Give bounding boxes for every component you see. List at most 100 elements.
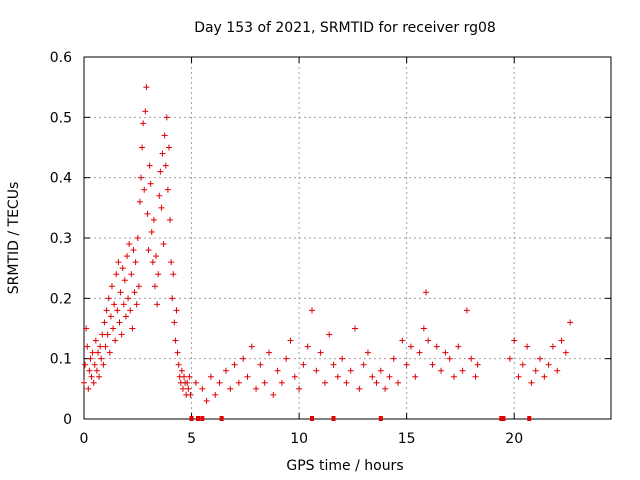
data-point	[85, 385, 92, 392]
data-point	[364, 349, 371, 356]
data-gap-marker	[310, 416, 315, 421]
data-point	[474, 361, 481, 368]
data-point	[356, 385, 363, 392]
data-point	[162, 162, 169, 169]
data-point	[373, 379, 380, 386]
data-point	[83, 325, 90, 332]
data-point	[207, 373, 214, 380]
data-point	[120, 301, 127, 308]
data-point	[423, 289, 430, 296]
data-point	[248, 343, 255, 350]
data-point	[89, 349, 96, 356]
data-point	[184, 379, 191, 386]
data-point	[98, 355, 105, 362]
data-point	[103, 307, 110, 314]
data-point	[562, 349, 569, 356]
data-point	[87, 355, 94, 362]
data-point	[129, 325, 136, 332]
data-point	[141, 186, 148, 193]
data-gap-marker	[331, 416, 336, 421]
data-point	[352, 325, 359, 332]
data-point	[171, 319, 178, 326]
data-point	[150, 216, 157, 223]
data-point	[450, 373, 457, 380]
data-point	[407, 343, 414, 350]
data-point	[168, 259, 175, 266]
y-tick-label: 0.3	[50, 231, 72, 247]
data-point	[313, 367, 320, 374]
data-point	[179, 385, 186, 392]
data-point	[330, 361, 337, 368]
data-point	[138, 174, 145, 181]
data-point	[113, 271, 120, 278]
data-point	[178, 367, 185, 374]
data-gap-markers	[189, 416, 532, 421]
grid	[84, 57, 611, 419]
data-point	[154, 301, 161, 308]
data-point	[175, 361, 182, 368]
data-point	[199, 385, 206, 392]
data-point	[155, 271, 162, 278]
data-point	[96, 373, 103, 380]
data-gap-marker	[196, 416, 201, 421]
data-point	[278, 379, 285, 386]
data-point	[94, 349, 101, 356]
data-point	[100, 361, 107, 368]
data-point	[106, 349, 113, 356]
data-point	[537, 355, 544, 362]
data-point	[167, 216, 174, 223]
data-point	[170, 271, 177, 278]
data-point	[127, 307, 134, 314]
x-tick-label: 5	[187, 431, 196, 447]
data-gap-marker	[378, 416, 383, 421]
data-point	[88, 373, 95, 380]
data-point	[270, 391, 277, 398]
data-point	[181, 373, 188, 380]
data-point	[105, 295, 112, 302]
data-point	[134, 235, 141, 241]
y-tick-label: 0.6	[50, 50, 72, 66]
data-point	[185, 385, 192, 392]
data-point	[165, 144, 172, 151]
data-point	[187, 391, 194, 398]
data-point	[117, 289, 124, 296]
data-point	[143, 84, 150, 91]
data-point	[104, 331, 111, 338]
data-point	[339, 355, 346, 362]
data-point	[81, 379, 87, 386]
data-point	[174, 349, 181, 356]
data-point	[153, 253, 160, 260]
data-point	[459, 367, 466, 374]
data-point	[102, 343, 109, 350]
data-point	[147, 180, 154, 187]
data-point	[144, 210, 151, 217]
data-point	[240, 355, 247, 362]
data-point	[128, 271, 135, 278]
data-point	[541, 373, 548, 380]
data-point	[160, 241, 167, 248]
data-point	[515, 373, 522, 380]
data-point	[283, 355, 290, 362]
data-point	[287, 337, 294, 344]
data-point	[108, 283, 115, 290]
data-point	[549, 343, 556, 350]
data-point	[235, 379, 242, 386]
data-point	[425, 337, 432, 344]
x-tick-label: 15	[398, 431, 416, 447]
data-point	[511, 337, 518, 344]
data-point	[433, 343, 440, 350]
data-point	[158, 204, 165, 211]
data-point	[130, 247, 137, 254]
data-point	[554, 367, 561, 374]
data-point	[91, 361, 98, 368]
data-point	[296, 385, 303, 392]
x-tick-label: 10	[290, 431, 308, 447]
data-point	[545, 361, 552, 368]
y-axis-label: SRMTID / TECUs	[6, 182, 22, 295]
data-point	[125, 295, 132, 302]
data-point	[528, 379, 535, 386]
data-point	[321, 379, 328, 386]
data-point	[133, 301, 140, 308]
data-gap-marker	[189, 416, 194, 421]
data-point	[403, 361, 410, 368]
